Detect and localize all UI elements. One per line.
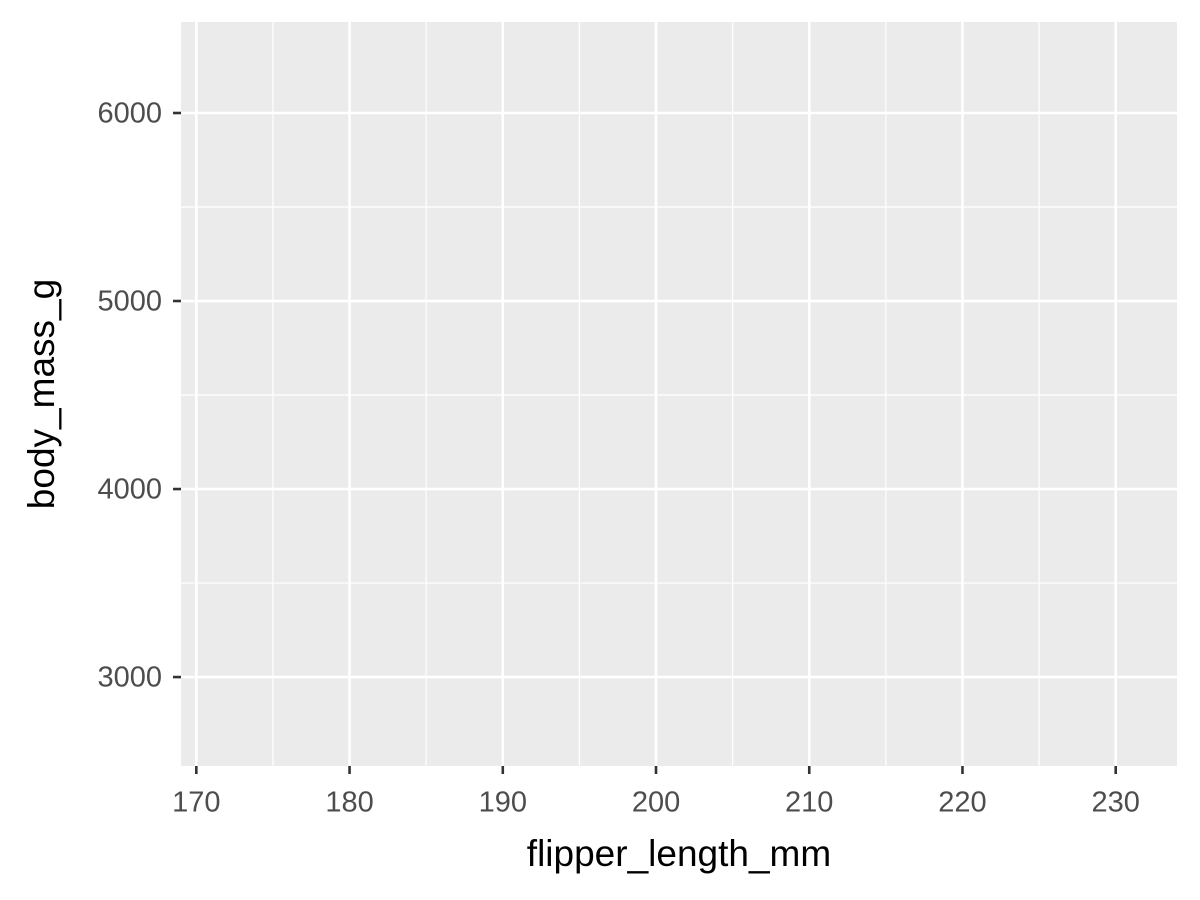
y-tick-label: 4000 [97,474,162,506]
y-tick-label: 3000 [97,662,162,694]
y-tick-label: 5000 [97,286,162,318]
x-tick-label: 220 [938,787,986,819]
y-axis-title: body_mass_g [21,279,62,509]
panel [181,22,1177,766]
x-tick-label: 200 [632,787,680,819]
x-tick-label: 230 [1092,787,1140,819]
x-axis-title: flipper_length_mm [527,833,831,874]
y-tick-label: 6000 [97,98,162,130]
x-tick-label: 170 [172,787,220,819]
x-tick-label: 190 [479,787,527,819]
x-tick-label: 180 [325,787,373,819]
x-tick-label: 210 [785,787,833,819]
